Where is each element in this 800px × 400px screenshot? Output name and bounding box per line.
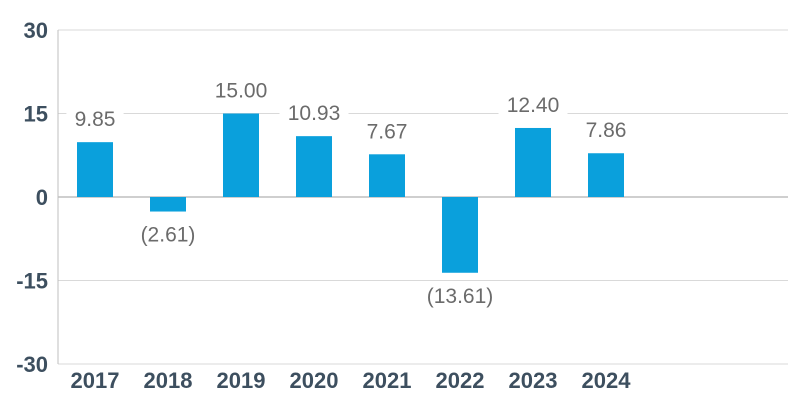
x-tick-label: 2017 [71,368,120,393]
data-label: 7.86 [586,119,627,142]
data-label-background [358,118,416,145]
y-tick-label: -15 [16,269,48,294]
data-label: (2.61) [141,224,196,247]
x-tick-label: 2018 [144,368,193,393]
x-tick-label: 2021 [363,368,412,393]
x-tick-label: 2023 [509,368,558,393]
bar-2018 [150,197,186,212]
data-label: 12.40 [507,94,560,117]
data-label: 7.67 [367,120,408,143]
data-label-background [498,91,568,118]
bar-2019 [223,113,259,197]
data-label: 15.00 [215,80,268,103]
bar-2017 [77,142,113,197]
data-label: (13.61) [427,285,494,308]
data-label: 10.93 [288,102,341,125]
x-tick-label: 2024 [582,368,632,393]
bar-2022 [442,197,478,273]
y-tick-label: 0 [36,185,48,210]
data-label-background [66,106,124,133]
y-tick-label: 30 [24,18,48,43]
bar-2023 [515,127,551,197]
bars [77,113,624,273]
data-label-background [413,282,507,309]
bar-2020 [296,136,332,197]
data-label-background [279,100,349,127]
bar-2021 [369,154,405,197]
bar-2024 [588,153,624,197]
data-label-background [206,77,276,104]
x-axis-tick-labels: 2017 2018 2019 2020 2021 2022 2023 2024 [71,368,632,393]
x-tick-label: 2022 [436,368,485,393]
data-labels: 9.85 (2.61) 15.00 10.93 7.67 (13.61) 12.40 7.86 [66,77,635,309]
data-label: 9.85 [75,108,116,131]
y-axis-tick-labels: 30 15 0 -15 -30 [16,18,48,377]
data-label-background [577,117,635,144]
y-tick-label: 15 [24,102,48,127]
data-label-background [127,221,209,248]
x-tick-label: 2019 [217,368,266,393]
x-tick-label: 2020 [290,368,339,393]
y-tick-label: -30 [16,352,48,377]
